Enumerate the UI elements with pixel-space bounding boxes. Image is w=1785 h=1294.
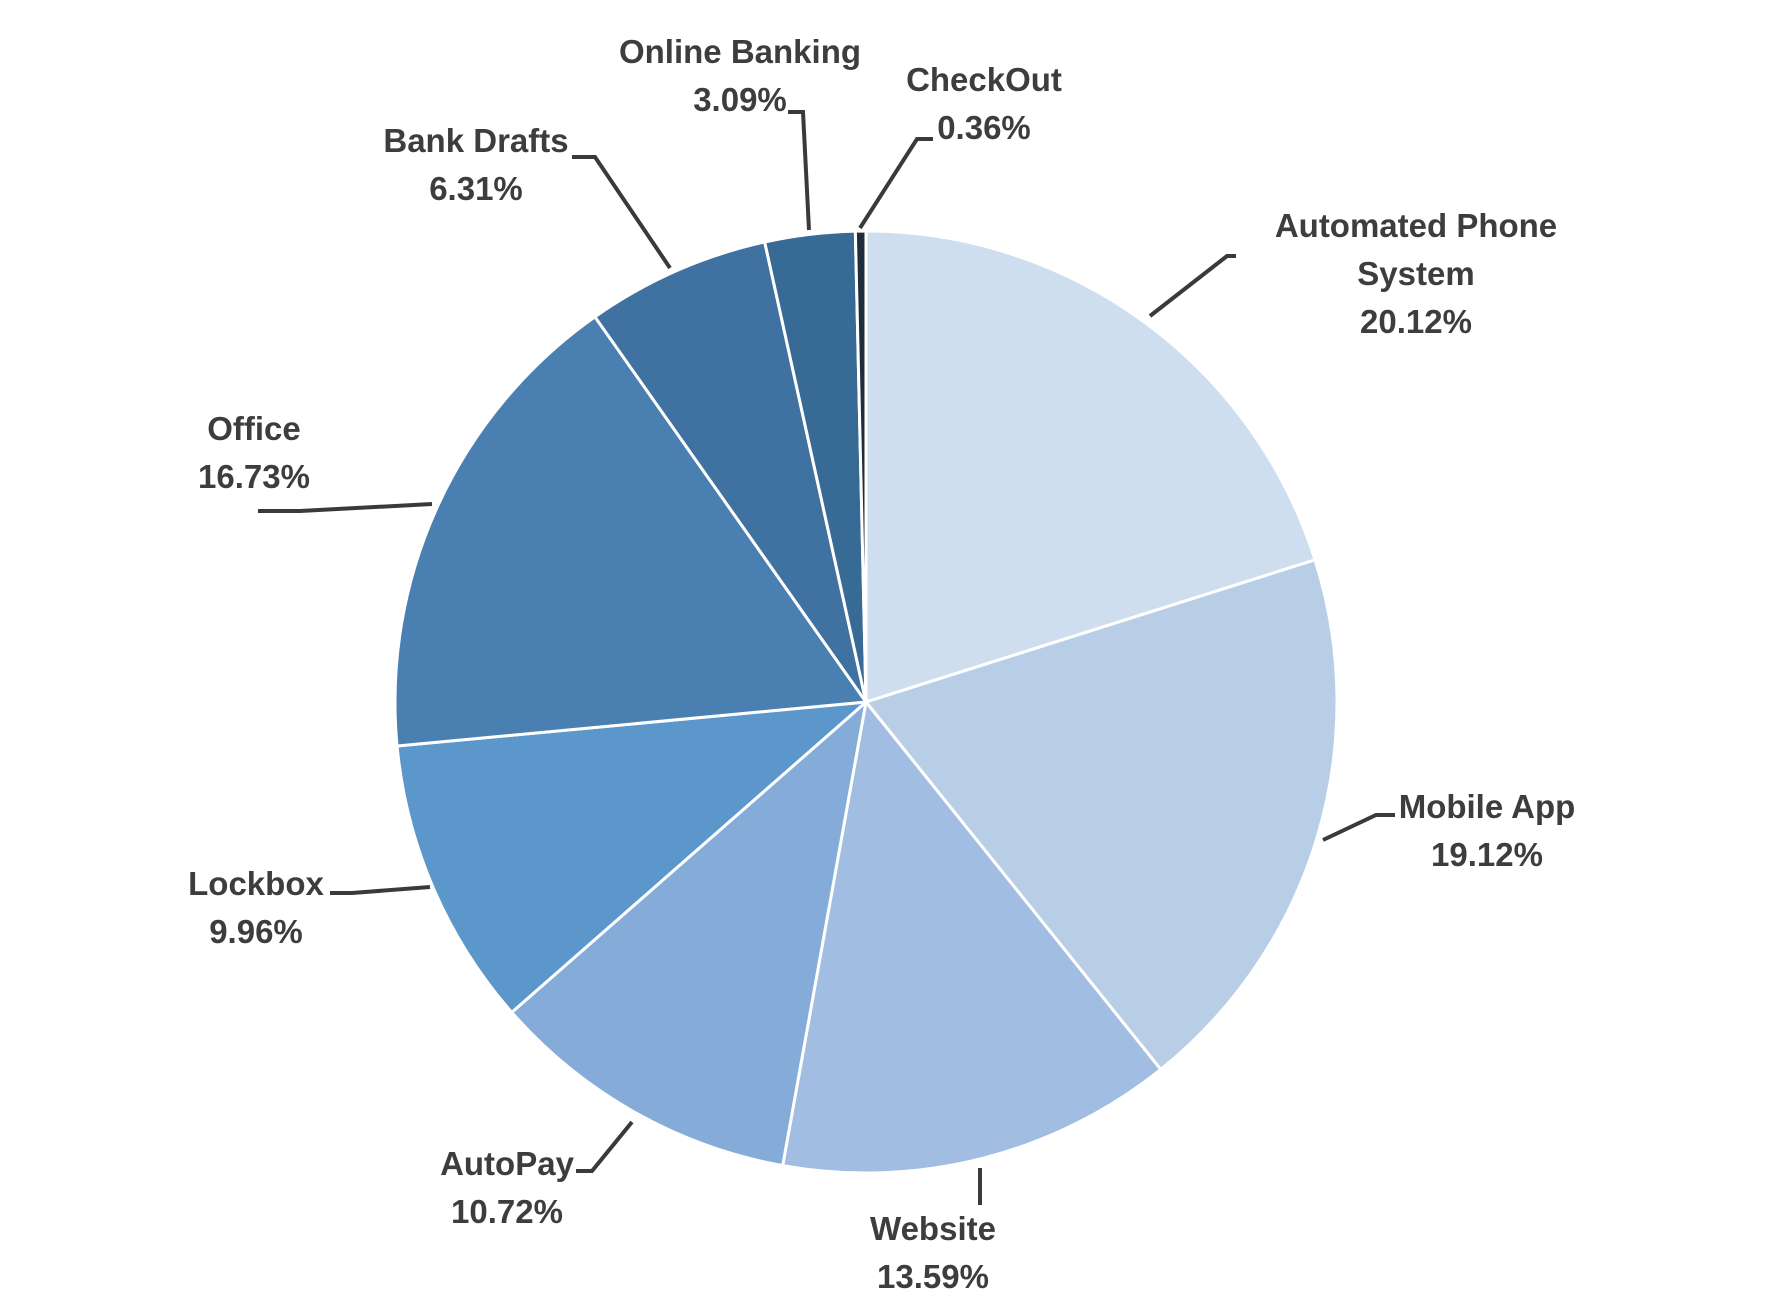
leader-line-online-banking	[788, 110, 811, 231]
data-label-name: CheckOut	[906, 61, 1062, 98]
data-label-name: Bank Drafts	[383, 122, 568, 159]
leader-line-mobile-app	[1322, 813, 1395, 842]
data-label-office: Office 16.73%	[198, 410, 310, 495]
pie-slice-website	[780, 698, 1163, 1175]
data-label-value: 19.12%	[1431, 836, 1543, 873]
data-label-name: AutoPay	[440, 1145, 575, 1182]
leader-line-autopay	[576, 1120, 634, 1173]
data-label-checkout: CheckOut 0.36%	[906, 61, 1062, 146]
data-label-value: 10.72%	[451, 1193, 563, 1230]
leader-lines	[258, 110, 1395, 1205]
data-label-automated-phone-system: Automated Phone System 20.12%	[1275, 207, 1557, 340]
data-label-name: Website	[870, 1210, 996, 1247]
pie-slice-office	[393, 314, 869, 748]
data-label-name: Mobile App	[1399, 788, 1576, 825]
leader-line-office	[258, 502, 433, 513]
data-label-name: Automated Phone	[1275, 207, 1557, 244]
pie-slices	[393, 229, 1339, 1175]
data-labels: Automated Phone System 20.12% Mobile App 19.…	[188, 33, 1575, 1294]
data-label-name: Office	[207, 410, 301, 447]
data-label-autopay: AutoPay 10.72%	[440, 1145, 575, 1230]
data-label-bank-drafts: Bank Drafts 6.31%	[383, 122, 568, 207]
data-label-name: System	[1357, 255, 1474, 292]
data-label-online-banking: Online Banking 3.09%	[619, 33, 861, 118]
data-label-value: 9.96%	[209, 913, 303, 950]
leader-line-bank-drafts	[572, 155, 672, 270]
data-label-value: 20.12%	[1360, 303, 1472, 340]
data-label-name: Lockbox	[188, 865, 324, 902]
pie-slice-checkout	[853, 229, 868, 703]
data-label-mobile-app: Mobile App 19.12%	[1399, 788, 1576, 873]
data-label-value: 16.73%	[198, 458, 310, 495]
data-label-value: 3.09%	[693, 81, 787, 118]
pie-slice-automated-phone-system	[864, 229, 1317, 705]
data-label-lockbox: Lockbox 9.96%	[188, 865, 324, 950]
data-label-value: 6.31%	[429, 170, 523, 207]
data-label-name: Online Banking	[619, 33, 861, 70]
pie-slice-mobile-app	[863, 557, 1339, 1072]
data-label-value: 13.59%	[877, 1258, 989, 1294]
data-label-website: Website 13.59%	[870, 1210, 996, 1294]
data-label-value: 0.36%	[937, 109, 1031, 146]
pie-slice-autopay	[509, 698, 869, 1168]
leader-line-lockbox	[330, 885, 431, 895]
leader-line-checkout	[858, 137, 933, 230]
pie-slice-bank-drafts	[592, 240, 868, 703]
leader-line-automated-phone-system	[1148, 254, 1236, 318]
pie-slice-lockbox	[395, 700, 871, 1015]
